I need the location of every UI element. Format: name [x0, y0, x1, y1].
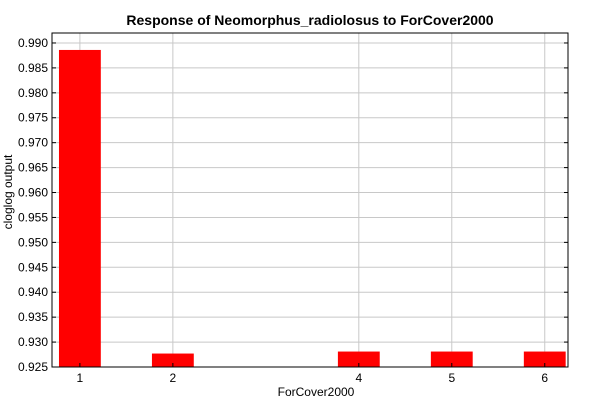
bar-2 [151, 353, 194, 367]
chart-title: Response of Neomorphus_radiolosus to For… [126, 12, 493, 28]
y-axis-ticks: 0.925 0.930 0.935 0.940 0.945 0.950 0.955 0.960… [18, 36, 568, 374]
x-tick-label: 6 [541, 371, 548, 385]
x-axis-ticks: 1 2 4 5 6 [77, 363, 548, 385]
grid-lines [52, 33, 568, 368]
y-tick-label: 0.965 [18, 161, 48, 175]
y-tick-label: 0.930 [18, 335, 48, 349]
y-tick-label: 0.955 [18, 210, 48, 224]
x-axis-label: ForCover2000 [278, 385, 355, 399]
x-tick-label: 4 [355, 371, 362, 385]
bar-4 [337, 351, 380, 367]
y-tick-label: 0.990 [18, 36, 48, 50]
y-tick-label: 0.985 [18, 61, 48, 75]
y-tick-label: 0.975 [18, 111, 48, 125]
plot-frame [51, 32, 569, 368]
x-tick-label: 1 [77, 371, 84, 385]
y-axis-label: cloglog output [1, 154, 15, 229]
y-tick-label: 0.935 [18, 310, 48, 324]
bars [58, 49, 566, 368]
bar-5 [430, 351, 473, 367]
y-tick-label: 0.925 [18, 360, 48, 374]
bar-1 [58, 49, 101, 368]
y-tick-label: 0.960 [18, 186, 48, 200]
y-tick-label: 0.970 [18, 136, 48, 150]
y-tick-label: 0.950 [18, 235, 48, 249]
y-tick-label: 0.980 [18, 86, 48, 100]
x-tick-label: 2 [170, 371, 177, 385]
bar-6 [523, 351, 566, 367]
x-tick-label: 5 [448, 371, 455, 385]
y-tick-label: 0.945 [18, 260, 48, 274]
y-tick-label: 0.940 [18, 285, 48, 299]
